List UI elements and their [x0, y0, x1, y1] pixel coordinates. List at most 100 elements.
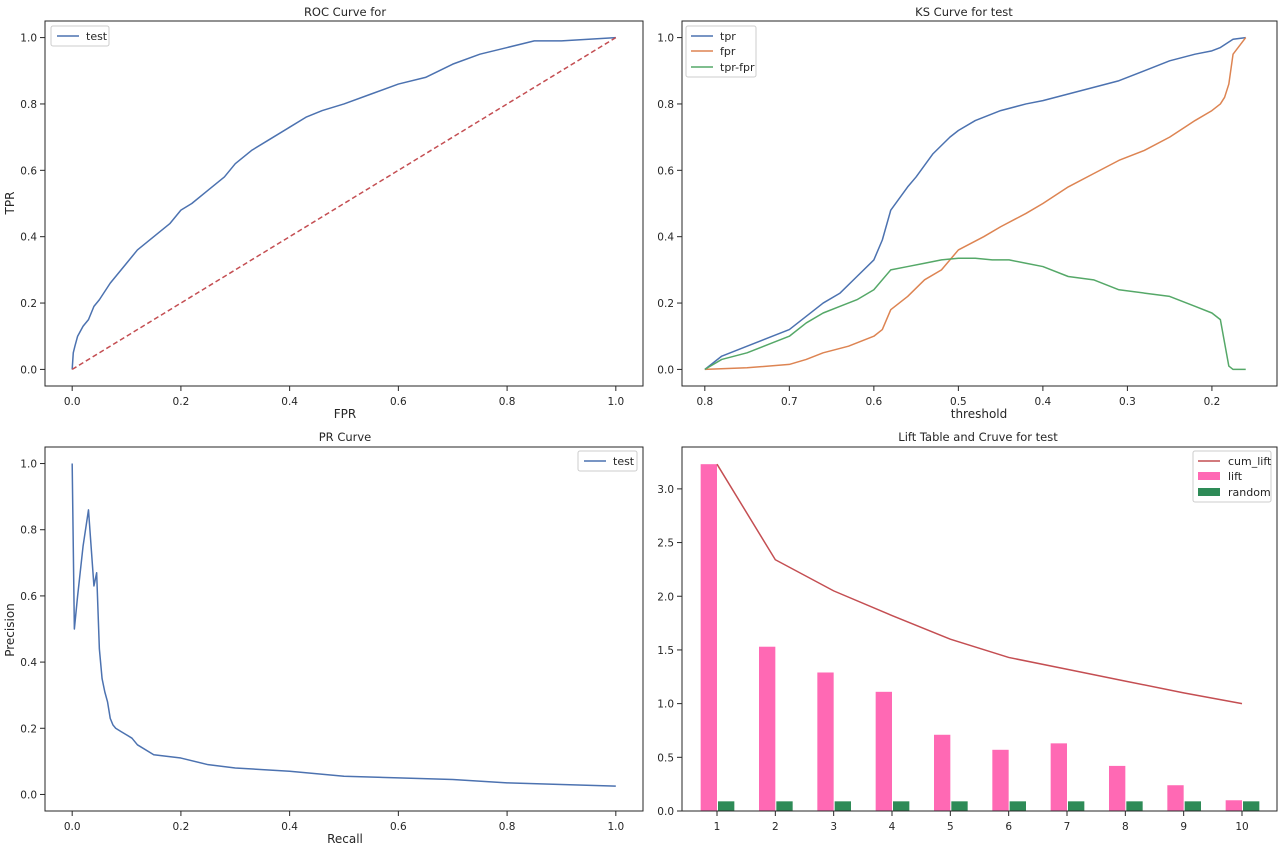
lift-xtick-label: 1 — [714, 821, 721, 833]
lift-title: Lift Table and Cruve for test — [898, 430, 1058, 444]
lift-ytick-label: 0.5 — [657, 752, 674, 764]
lift-legend-swatch-lift — [1198, 472, 1220, 480]
roc-ytick-label: 0.2 — [20, 298, 37, 310]
ks-xtick-label: 0.6 — [866, 396, 883, 408]
pr-xtick-label: 1.0 — [607, 821, 624, 833]
roc-title: ROC Curve for — [304, 5, 386, 19]
ks-legend-label-tpr: tpr — [720, 30, 736, 43]
roc-panel: ROC Curve for FPR TPR 0.0 0.2 0.4 0.6 0.8 1.0… — [3, 5, 644, 421]
ks-ytick-label: 0.2 — [657, 298, 674, 310]
lift-ytick-label: 1.5 — [657, 645, 674, 657]
lift-bar — [1050, 743, 1067, 811]
ks-legend-box — [685, 25, 757, 78]
ks-ytick-label: 0.8 — [657, 99, 674, 111]
pr-xtick-label: 0.8 — [499, 821, 516, 833]
random-bar — [1009, 801, 1026, 811]
ks-series-tpr — [704, 36, 1246, 370]
pr-ytick-label: 0.8 — [20, 525, 37, 537]
pr-title: PR Curve — [319, 430, 372, 444]
lift-xtick-label: 10 — [1235, 821, 1248, 833]
ks-series-fpr — [704, 37, 1247, 371]
lift-bar — [934, 734, 951, 811]
lift-bar — [700, 464, 717, 811]
roc-ytick-label: 0.6 — [20, 165, 37, 177]
lift-ytick-label: 3.0 — [657, 484, 674, 496]
pr-xtick-label: 0.0 — [64, 821, 81, 833]
lift-xtick-label: 5 — [947, 821, 954, 833]
roc-xlabel: FPR — [334, 407, 356, 421]
lift-ytick-label: 2.0 — [657, 591, 674, 603]
roc-legend-box — [50, 25, 110, 47]
lift-xtick-label: 7 — [1064, 821, 1071, 833]
lift-bar — [992, 749, 1009, 811]
lift-ytick-label: 0.0 — [657, 806, 674, 818]
roc-ytick-label: 0.8 — [20, 99, 37, 111]
lift-xtick-label: 6 — [1005, 821, 1012, 833]
pr-legend-label-test: test — [613, 455, 635, 468]
ks-lines — [704, 36, 1247, 371]
lift-bar — [817, 672, 834, 811]
roc-ticks: 0.0 0.2 0.4 0.6 0.8 1.0 0.0 0.2 0.4 0.6 0.8 1.0 — [20, 33, 624, 408]
random-bar — [951, 801, 968, 811]
ks-xlabel: threshold — [951, 407, 1008, 421]
random-bar — [893, 801, 910, 811]
roc-xtick-label: 0.8 — [499, 396, 516, 408]
roc-legend: test — [50, 25, 110, 47]
roc-ytick-label: 1.0 — [20, 33, 37, 45]
roc-xtick-label: 0.0 — [64, 396, 81, 408]
lift-xtick-label: 2 — [772, 821, 779, 833]
roc-lines — [71, 36, 617, 371]
ks-legend: tpr fpr tpr-fpr — [685, 25, 757, 78]
ks-xtick-label: 0.5 — [950, 396, 967, 408]
lift-legend-label-lift: lift — [1228, 470, 1243, 483]
random-bar — [718, 801, 735, 811]
lift-bar — [1109, 765, 1126, 811]
pr-series-test — [71, 463, 616, 787]
lift-bar — [759, 646, 776, 811]
pr-ytick-label: 0.6 — [20, 591, 37, 603]
ks-title: KS Curve for test — [915, 5, 1013, 19]
pr-xtick-label: 0.2 — [173, 821, 190, 833]
ks-legend-label-fpr: fpr — [720, 45, 736, 58]
pr-axes-frame — [44, 446, 644, 812]
ks-ytick-label: 0.0 — [657, 364, 674, 376]
lift-ytick-label: 1.0 — [657, 699, 674, 711]
lift-panel: Lift Table and Cruve for test 0.0 0.5 1.0 1… — [657, 430, 1278, 833]
ks-panel: KS Curve for test threshold 0.0 0.2 0.4 0.6… — [657, 5, 1278, 421]
ks-xtick-label: 0.2 — [1204, 396, 1221, 408]
pr-ticks: 0.0 0.2 0.4 0.6 0.8 1.0 0.0 0.2 0.4 0.6 0.8 1.0 — [20, 459, 624, 833]
roc-series-test — [71, 36, 616, 370]
lift-bar — [875, 691, 892, 811]
ks-xtick-label: 0.7 — [781, 396, 798, 408]
lift-bars — [700, 464, 1260, 811]
roc-xtick-label: 0.4 — [281, 396, 298, 408]
lift-xtick-label: 8 — [1122, 821, 1129, 833]
pr-xlabel: Recall — [327, 832, 363, 846]
ks-ytick-label: 0.4 — [657, 232, 674, 244]
lift-ytick-label: 2.5 — [657, 538, 674, 550]
lift-xtick-label: 4 — [889, 821, 896, 833]
lift-bar — [1167, 785, 1184, 811]
random-bar — [1243, 801, 1260, 811]
pr-lines — [71, 463, 616, 787]
pr-ytick-label: 0.4 — [20, 657, 37, 669]
ks-xtick-label: 0.3 — [1119, 396, 1136, 408]
ks-xtick-label: 0.4 — [1035, 396, 1052, 408]
lift-series-cum-lift — [716, 463, 1243, 705]
ks-series-tpr-fpr — [704, 257, 1246, 371]
lift-legend: cum_lift lift random — [1192, 450, 1272, 503]
ks-axes-frame — [681, 20, 1278, 387]
roc-axes-frame — [44, 20, 644, 387]
roc-ytick-label: 0.4 — [20, 232, 37, 244]
pr-legend-box — [577, 450, 638, 472]
roc-legend-label-test: test — [86, 30, 108, 43]
roc-ylabel: TPR — [3, 192, 17, 216]
lift-bar — [1225, 800, 1242, 811]
roc-xtick-label: 1.0 — [607, 396, 624, 408]
pr-panel: PR Curve Recall Precision 0.00.20.40.60.… — [3, 430, 644, 846]
ks-ytick-label: 1.0 — [657, 33, 674, 45]
random-bar — [776, 801, 793, 811]
lift-xtick-label: 9 — [1180, 821, 1187, 833]
lift-legend-swatch-random — [1198, 488, 1220, 496]
